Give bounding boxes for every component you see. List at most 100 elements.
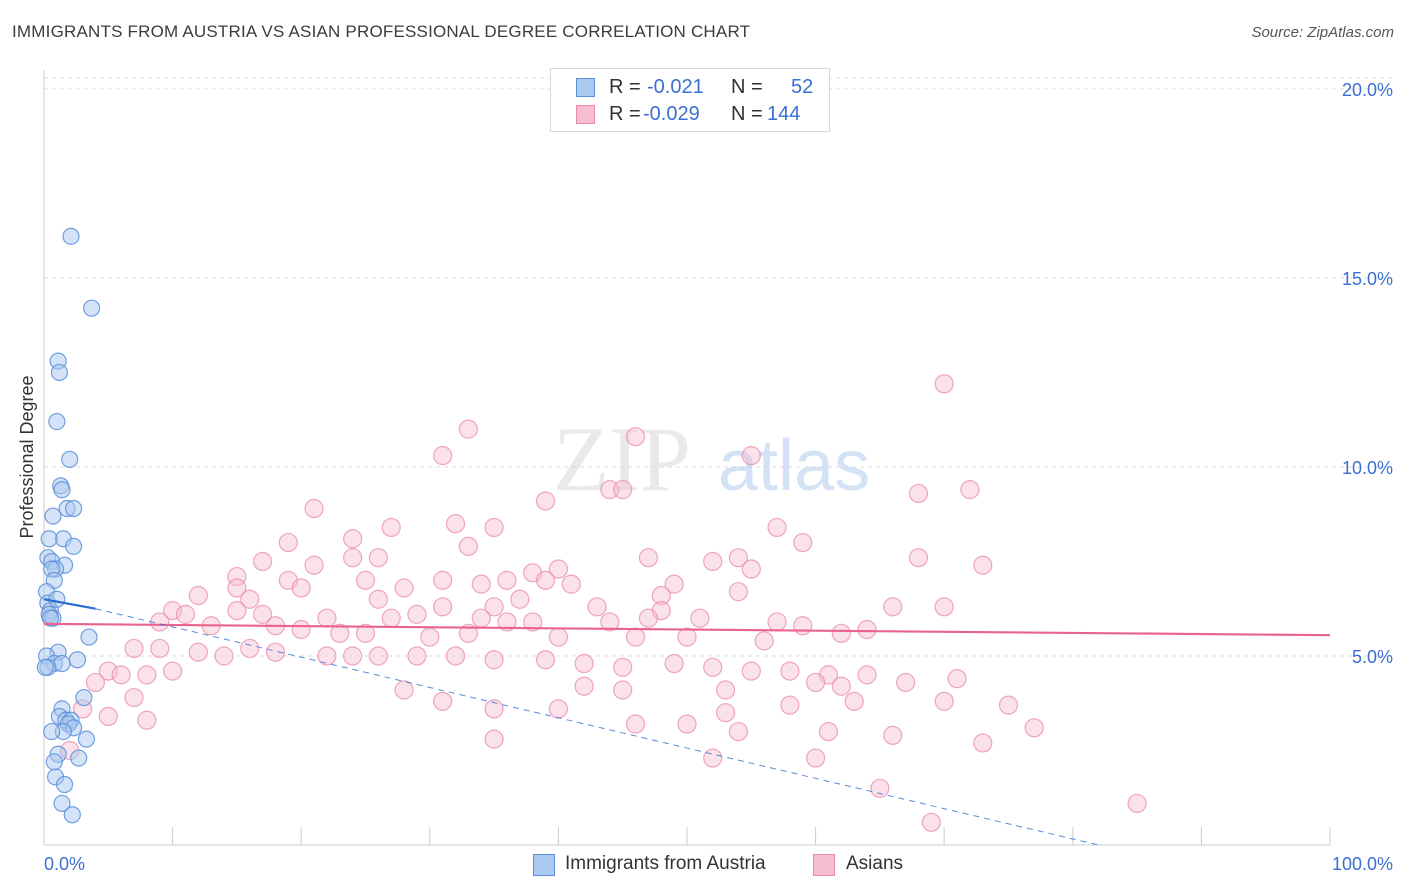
asians-point	[188, 585, 208, 606]
asians-point	[934, 597, 954, 617]
austria-point	[41, 609, 60, 627]
asians-point	[870, 778, 890, 798]
asians-point	[664, 653, 684, 674]
asians-point	[574, 653, 594, 674]
asians-point	[343, 646, 363, 666]
asians-point	[741, 446, 761, 466]
austria-point	[45, 753, 63, 771]
asians-point	[291, 578, 311, 598]
asians-point	[973, 733, 993, 753]
asians-point	[818, 721, 839, 742]
austria-point	[40, 530, 58, 548]
asians-point	[677, 627, 697, 647]
asians-point	[458, 623, 478, 643]
bottom-legend-swatch-blue	[533, 854, 555, 876]
asians-point	[484, 729, 504, 749]
legend-row-asians: R = -0.029 N = 144	[551, 100, 829, 128]
asians-point	[111, 665, 131, 685]
asians-point	[124, 687, 144, 708]
austria-point	[61, 450, 79, 468]
asians-point	[754, 631, 774, 651]
austria-point	[48, 590, 66, 608]
asians-point	[574, 676, 594, 696]
asians-point	[253, 604, 273, 624]
asians-point	[715, 703, 736, 723]
asians-point	[368, 646, 388, 666]
austria-point	[70, 749, 88, 767]
y-tick-label: 20.0%	[1342, 80, 1393, 100]
asians-point	[85, 672, 106, 693]
asians-point	[793, 532, 813, 553]
asians-point	[934, 374, 954, 394]
asians-point	[98, 706, 118, 727]
source-label: Source: ZipAtlas.com	[1251, 24, 1394, 41]
asians-points	[60, 374, 1147, 832]
asians-point	[715, 680, 736, 700]
legend-swatch-blue	[576, 78, 595, 97]
asians-point	[767, 612, 787, 632]
asians-point	[973, 555, 993, 575]
asians-point	[278, 532, 298, 553]
austria-point	[53, 654, 71, 673]
chart-title: IMMIGRANTS FROM AUSTRIA VS ASIAN PROFESS…	[12, 22, 751, 41]
austria-point	[53, 794, 71, 813]
asians-point	[548, 627, 569, 647]
austria-point	[55, 775, 74, 794]
legend-n-label: N =	[731, 76, 763, 98]
asians-point	[433, 570, 453, 590]
legend-n-label: N =	[731, 103, 763, 125]
asians-point	[613, 680, 633, 700]
asians-point	[1024, 718, 1044, 738]
asians-point	[921, 812, 941, 832]
asians-point	[728, 548, 749, 568]
bottom-legend-swatch-pink	[813, 854, 835, 876]
asians-point	[433, 691, 453, 711]
austria-point	[43, 722, 61, 741]
asians-point	[304, 555, 324, 575]
asians-point	[240, 589, 260, 609]
x-tick-label: 100.0%	[1332, 854, 1393, 874]
legend-r-value: -0.021	[647, 76, 704, 98]
asians-point	[175, 604, 196, 624]
austria-trend-line	[43, 598, 96, 610]
legend-r-label: R =	[609, 103, 641, 125]
asians-point	[317, 608, 337, 628]
asians-point	[98, 661, 118, 681]
bottom-legend-label-austria: Immigrants from Austria	[565, 853, 766, 874]
asians-point	[677, 714, 697, 734]
asians-point	[960, 480, 980, 500]
asians-point	[445, 646, 466, 666]
asians-point	[780, 661, 800, 681]
asians-point	[638, 548, 659, 568]
asians-point	[394, 578, 414, 598]
asians-point	[728, 721, 749, 742]
asians-point	[214, 646, 234, 666]
asians-point	[433, 446, 453, 466]
asians-point	[728, 582, 749, 602]
asians-point	[445, 514, 466, 534]
asians-point	[368, 548, 388, 568]
asians-point	[998, 695, 1019, 715]
asians-point	[381, 517, 401, 538]
asians-point	[407, 604, 427, 624]
y-tick-label: 15.0%	[1342, 269, 1393, 289]
austria-point	[53, 481, 71, 499]
asians-point	[458, 536, 478, 556]
asians-point	[265, 642, 286, 662]
legend-swatch-pink	[576, 105, 595, 124]
austria-point	[50, 363, 69, 382]
asians-point	[908, 483, 929, 504]
austria-points	[36, 227, 101, 824]
legend: R = -0.021 N = 52 R = -0.029 N = 144	[550, 68, 830, 132]
asians-point	[381, 608, 401, 628]
asians-point	[613, 657, 633, 677]
asians-point	[908, 548, 929, 568]
asians-point	[150, 638, 170, 659]
legend-n-value: 144	[767, 103, 801, 125]
asians-point	[883, 725, 903, 745]
asians-point	[291, 619, 311, 640]
asians-point	[484, 517, 504, 538]
asians-point	[561, 574, 581, 594]
asians-point	[625, 627, 646, 647]
asians-point	[587, 597, 607, 617]
